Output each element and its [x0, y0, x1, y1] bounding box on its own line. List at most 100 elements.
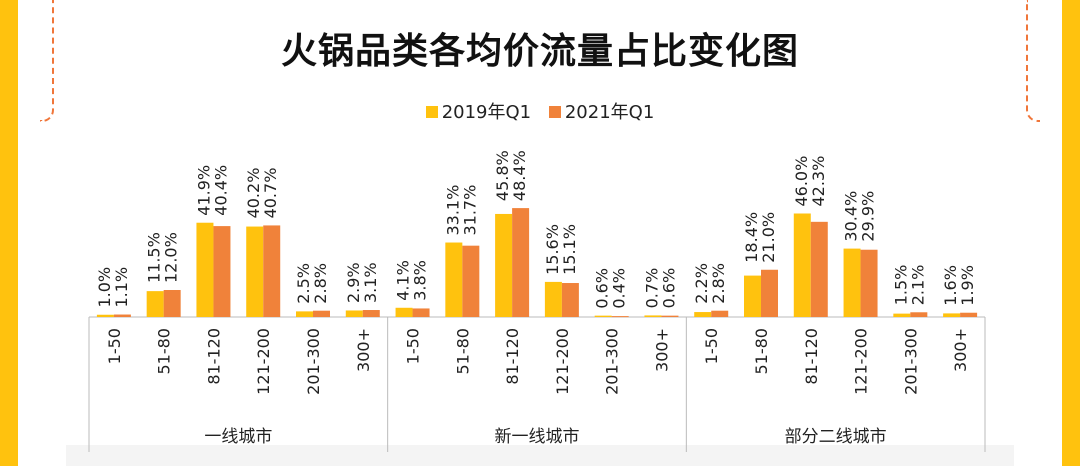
legend-item-2021: 2021年Q1	[548, 98, 655, 124]
data-label-2019: 41.9%	[194, 165, 213, 216]
data-label-2021: 3.1%	[361, 262, 380, 303]
x-tick-label: 300+	[354, 328, 373, 372]
data-label-2019: 45.8%	[493, 150, 512, 201]
x-tick-label: 81-120	[503, 328, 522, 385]
bar-2019	[246, 226, 264, 317]
bar-2021	[313, 310, 330, 317]
legend-label-2021: 2021年Q1	[564, 102, 655, 123]
x-tick-label: 81-120	[204, 328, 223, 385]
x-tick-label: 121-200	[254, 328, 273, 395]
data-label-2021: 3.8%	[411, 260, 430, 301]
bar-2019	[893, 313, 911, 317]
bar-2021	[462, 245, 480, 317]
bar-2021	[113, 314, 131, 317]
x-tick-label: 1-50	[702, 328, 721, 364]
bar-2021	[362, 310, 380, 317]
x-tick-label: 121-200	[553, 328, 572, 395]
data-label-2019: 2.9%	[344, 262, 363, 303]
data-label-2019: 1.5%	[891, 265, 910, 306]
bar-2019	[843, 248, 861, 317]
data-label-2021: 2.8%	[311, 263, 330, 304]
bar-2019	[345, 310, 363, 317]
group-label: 部分二线城市	[785, 427, 887, 447]
data-label-2019: 18.4%	[742, 212, 761, 263]
bar-2021	[661, 315, 679, 317]
bar-2019	[96, 314, 114, 317]
x-tick-label: 51-80	[453, 328, 472, 375]
data-label-2019: 11.5%	[145, 232, 164, 283]
data-label-2019: 2.5%	[294, 263, 313, 304]
x-tick-label: 201-300	[304, 328, 323, 395]
data-label-2019: 0.7%	[642, 268, 661, 309]
data-label-2021: 2.8%	[709, 263, 728, 304]
bar-2021	[810, 221, 828, 317]
data-label-2021: 15.1%	[560, 224, 579, 275]
chart-title: 火锅品类各均价流量占比变化图	[280, 31, 799, 72]
data-label-2021: 12.0%	[162, 232, 181, 283]
data-label-2019: 46.0%	[792, 156, 811, 207]
data-label-2021: 29.9%	[859, 191, 878, 242]
x-tick-label: 300+	[951, 328, 970, 372]
bar-2021	[561, 283, 579, 317]
data-label-2021: 0.4%	[610, 268, 629, 309]
bar-2021	[711, 310, 729, 317]
x-tick-label: 51-80	[155, 328, 174, 375]
x-tick-label: 1-50	[404, 328, 423, 364]
data-label-2019: 2.2%	[692, 263, 711, 304]
bar-2021	[960, 312, 978, 317]
x-tick-label: 1-50	[105, 328, 124, 364]
bar-2021	[910, 312, 928, 317]
bar-2021	[611, 316, 629, 318]
x-tick-label: 300+	[652, 328, 671, 372]
bar-2019	[694, 312, 712, 317]
bar-2019	[196, 222, 214, 317]
data-label-2019: 1.0%	[95, 267, 114, 308]
data-label-2021: 2.1%	[908, 265, 927, 306]
bar-2019	[146, 291, 164, 317]
bar-2019	[744, 275, 761, 317]
bar-2019	[395, 307, 413, 317]
bar-2021	[761, 269, 778, 317]
x-tick-label: 121-200	[852, 328, 871, 395]
bar-2021	[263, 225, 281, 317]
legend-item-2019: 2019年Q1	[425, 98, 532, 124]
decorative-dashed-border-right	[1026, 0, 1040, 122]
data-label-2019: 40.2%	[244, 168, 263, 219]
data-label-2021: 48.4%	[510, 150, 529, 201]
x-tick-label: 201-300	[901, 328, 920, 395]
bottom-panel	[66, 445, 1014, 466]
x-tick-label: 201-300	[603, 328, 622, 395]
bar-2019	[644, 315, 662, 317]
data-label-2019: 33.1%	[443, 185, 462, 236]
data-label-2021: 0.6%	[659, 268, 678, 309]
bar-2019	[495, 213, 513, 317]
data-label-2021: 42.3%	[809, 156, 828, 207]
legend-swatch-2019	[425, 106, 438, 118]
data-label-2021: 31.7%	[460, 185, 479, 236]
data-label-2019: 0.6%	[593, 268, 612, 309]
chart-legend: 2019年Q1 2021年Q1	[0, 98, 1080, 124]
bar-2019	[445, 242, 463, 317]
data-label-2021: 1.9%	[958, 265, 977, 306]
group-label: 新一线城市	[495, 427, 580, 447]
data-label-2021: 40.7%	[261, 168, 280, 219]
bar-2019	[594, 315, 612, 317]
bar-2021	[412, 308, 430, 317]
x-tick-label: 81-120	[802, 328, 821, 385]
bar-2021	[163, 290, 181, 317]
legend-swatch-2021	[548, 106, 561, 118]
bar-2019	[943, 313, 961, 317]
data-label-2019: 4.1%	[394, 260, 413, 301]
data-label-2021: 40.4%	[211, 165, 230, 216]
data-label-2019: 1.6%	[941, 265, 960, 306]
bar-2021	[860, 249, 878, 317]
data-label-2021: 21.0%	[759, 212, 778, 263]
bar-2021	[512, 208, 530, 317]
bar-2019	[296, 311, 313, 317]
chart-card	[18, 0, 1062, 466]
bar-2019	[793, 213, 811, 317]
legend-label-2019: 2019年Q1	[441, 102, 532, 123]
data-label-2019: 30.4%	[842, 191, 861, 242]
bar-2021	[213, 226, 231, 317]
